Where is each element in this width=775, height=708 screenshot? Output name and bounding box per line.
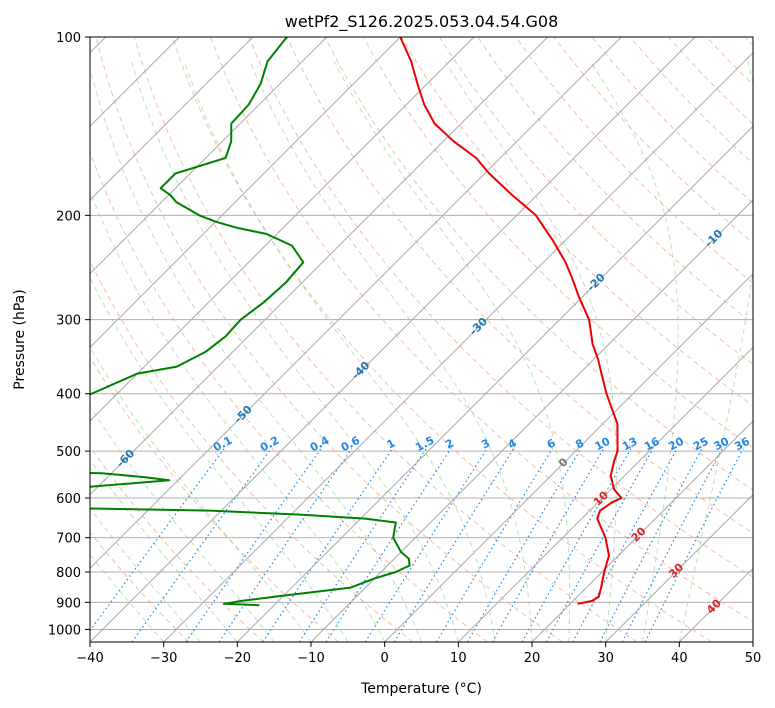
moist-adiabat <box>90 65 422 642</box>
dry-adiabat <box>438 37 753 366</box>
isotherm-line <box>236 125 753 642</box>
y-tick-label: 100 <box>56 31 81 46</box>
x-tick-label: 0 <box>381 651 389 666</box>
mixing-ratio-label: 10 <box>593 434 613 453</box>
chart-title: wetPf2_S126.2025.053.04.54.G08 <box>285 12 559 32</box>
y-tick-label: 800 <box>56 566 81 581</box>
x-tick-label: −40 <box>76 651 103 666</box>
moist-adiabat <box>131 61 459 642</box>
moist-adiabat <box>678 61 753 642</box>
mixing-ratio-label: 16 <box>642 435 662 454</box>
isotherm-line <box>531 420 753 642</box>
moist-adiabat <box>590 61 679 642</box>
dry-adiabat <box>171 37 712 642</box>
mixing-ratio-line <box>90 448 225 632</box>
dry-adiabat <box>90 445 264 642</box>
mixing-ratio-line <box>298 448 427 642</box>
x-tick-label: 10 <box>450 651 467 666</box>
isotherm-line <box>90 37 328 275</box>
x-tick-label: 30 <box>597 651 614 666</box>
x-tick-label: 20 <box>524 651 541 666</box>
dry-adiabat <box>90 531 190 642</box>
moist-adiabat <box>90 458 238 642</box>
y-axis-label: Pressure (hPa) <box>12 289 28 389</box>
mixing-ratio-label: 13 <box>620 435 640 454</box>
y-tick-label: 1000 <box>48 623 81 638</box>
y-tick-label: 300 <box>56 314 81 329</box>
mixing-ratio-line <box>325 448 452 642</box>
mixing-ratio-label: 36 <box>732 435 752 454</box>
mixing-ratio-line <box>218 448 353 642</box>
isotherm-line <box>90 37 254 201</box>
moist-adiabat <box>183 61 496 642</box>
x-tick-label: −30 <box>150 651 177 666</box>
mixing-ratio-line <box>644 448 744 642</box>
y-tick-label: 200 <box>56 209 81 224</box>
dry-adiabat <box>400 37 753 407</box>
dry-adiabat <box>210 37 753 623</box>
dry-adiabat <box>95 37 563 642</box>
isotherm-line <box>90 37 696 642</box>
mixing-ratio-label: 20 <box>666 434 686 453</box>
moist-adiabat <box>90 276 349 642</box>
x-axis-label: Temperature (°C) <box>360 681 482 697</box>
moist-adiabat <box>444 61 617 642</box>
temperature-profile-line <box>399 37 623 605</box>
mixing-ratio-line <box>466 448 582 642</box>
isotherm-line <box>90 37 401 349</box>
y-tick-label: 900 <box>56 596 81 611</box>
dry-adiabat <box>90 150 488 642</box>
dry-adiabat <box>515 37 753 284</box>
isotherm-line <box>457 346 753 642</box>
isotherm-line <box>163 51 753 642</box>
mixing-ratio-line <box>364 448 488 642</box>
x-tick-label: −20 <box>224 651 251 666</box>
x-tick-label: −10 <box>297 651 324 666</box>
y-tick-label: 500 <box>56 445 81 460</box>
isotherm-line <box>90 37 622 570</box>
y-tick-label: 600 <box>56 492 81 507</box>
plot-frame <box>89 36 754 643</box>
y-tick-label: 400 <box>56 388 81 403</box>
isotherm-line <box>90 37 549 496</box>
y-tick-label: 700 <box>56 532 81 547</box>
isotherm-line <box>90 37 475 422</box>
isotherm-line <box>310 199 753 642</box>
moist-adiabat <box>90 507 201 642</box>
mixing-ratio-line <box>521 448 632 642</box>
dry-adiabat <box>133 37 638 642</box>
dewpoint-profile-line <box>90 37 411 607</box>
moist-adiabat <box>249 61 533 642</box>
moist-adiabat <box>333 61 571 642</box>
mixing-ratio-label: 25 <box>691 435 711 454</box>
x-tick-label: 50 <box>745 651 762 666</box>
isotherm-line <box>384 272 753 642</box>
moist-adiabat <box>90 553 165 642</box>
x-tick-label: 40 <box>671 651 688 666</box>
moist-adiabat <box>90 189 386 642</box>
mixing-ratio-line <box>262 448 393 642</box>
isotherm-line <box>605 493 753 642</box>
mixing-ratio-line <box>435 448 554 642</box>
mixing-ratio-label: 30 <box>712 435 732 454</box>
mixing-ratio-line <box>621 448 723 642</box>
dry-adiabat <box>248 37 753 578</box>
